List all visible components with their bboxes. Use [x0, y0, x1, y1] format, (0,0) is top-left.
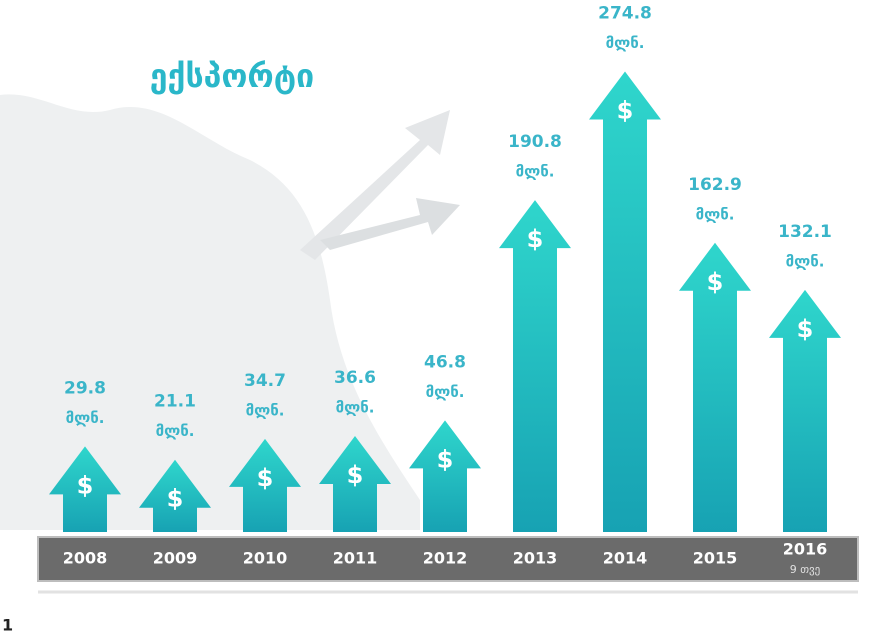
background-decoration — [0, 94, 460, 530]
unit-label: მლნ. — [426, 383, 465, 401]
arrow-bar — [679, 242, 751, 532]
unit-label: მლნ. — [246, 401, 285, 419]
dollar-icon: $ — [617, 97, 634, 125]
x-tick-label: 2013 — [513, 549, 558, 568]
dollar-icon: $ — [257, 464, 274, 492]
unit-label: მლნ. — [516, 163, 555, 181]
category-note: 9 თვე — [790, 563, 821, 576]
unit-label: მლნ. — [156, 422, 195, 440]
unit-label: მლნ. — [696, 205, 735, 223]
value-label: 274.8 — [598, 4, 652, 24]
unit-label: მლნ. — [606, 34, 645, 52]
x-tick-label: 2014 — [603, 549, 648, 568]
unit-label: მლნ. — [336, 399, 375, 417]
value-label: 34.7 — [244, 371, 286, 391]
arrow-bar — [229, 438, 301, 532]
unit-label: მლნ. — [786, 252, 825, 270]
dollar-icon: $ — [77, 471, 94, 499]
arrow-bar — [499, 200, 571, 533]
x-tick-label: 2008 — [63, 549, 108, 568]
value-label: 46.8 — [424, 352, 466, 372]
arrow-bar — [319, 436, 391, 532]
unit-label: მლნ. — [66, 409, 105, 427]
arrow-bar — [49, 446, 121, 532]
value-label: 190.8 — [508, 132, 562, 152]
value-label: 21.1 — [154, 392, 196, 412]
dollar-icon: $ — [527, 225, 544, 253]
dollar-icon: $ — [437, 445, 454, 473]
value-label: 29.8 — [64, 378, 106, 398]
chart-title: ექსპორტი — [150, 57, 314, 95]
page-number: 1 — [2, 616, 13, 634]
value-label: 162.9 — [688, 175, 742, 195]
x-tick-label: 2009 — [153, 549, 198, 568]
arrow-bar — [139, 459, 211, 532]
value-label: 132.1 — [778, 222, 832, 242]
arrow-bar — [409, 420, 481, 532]
dollar-icon: $ — [797, 315, 814, 343]
value-label: 36.6 — [334, 368, 376, 388]
x-tick-label: 2015 — [693, 549, 738, 568]
arrow-bar — [769, 289, 841, 532]
x-tick-label: 2011 — [333, 549, 378, 568]
dollar-icon: $ — [347, 461, 364, 489]
dollar-icon: $ — [707, 268, 724, 296]
year-band — [37, 536, 859, 582]
dollar-icon: $ — [167, 485, 184, 513]
x-tick-label: 2012 — [423, 549, 468, 568]
arrow-bar — [589, 71, 661, 532]
x-tick-label: 2016 — [783, 540, 828, 559]
x-tick-label: 2010 — [243, 549, 288, 568]
